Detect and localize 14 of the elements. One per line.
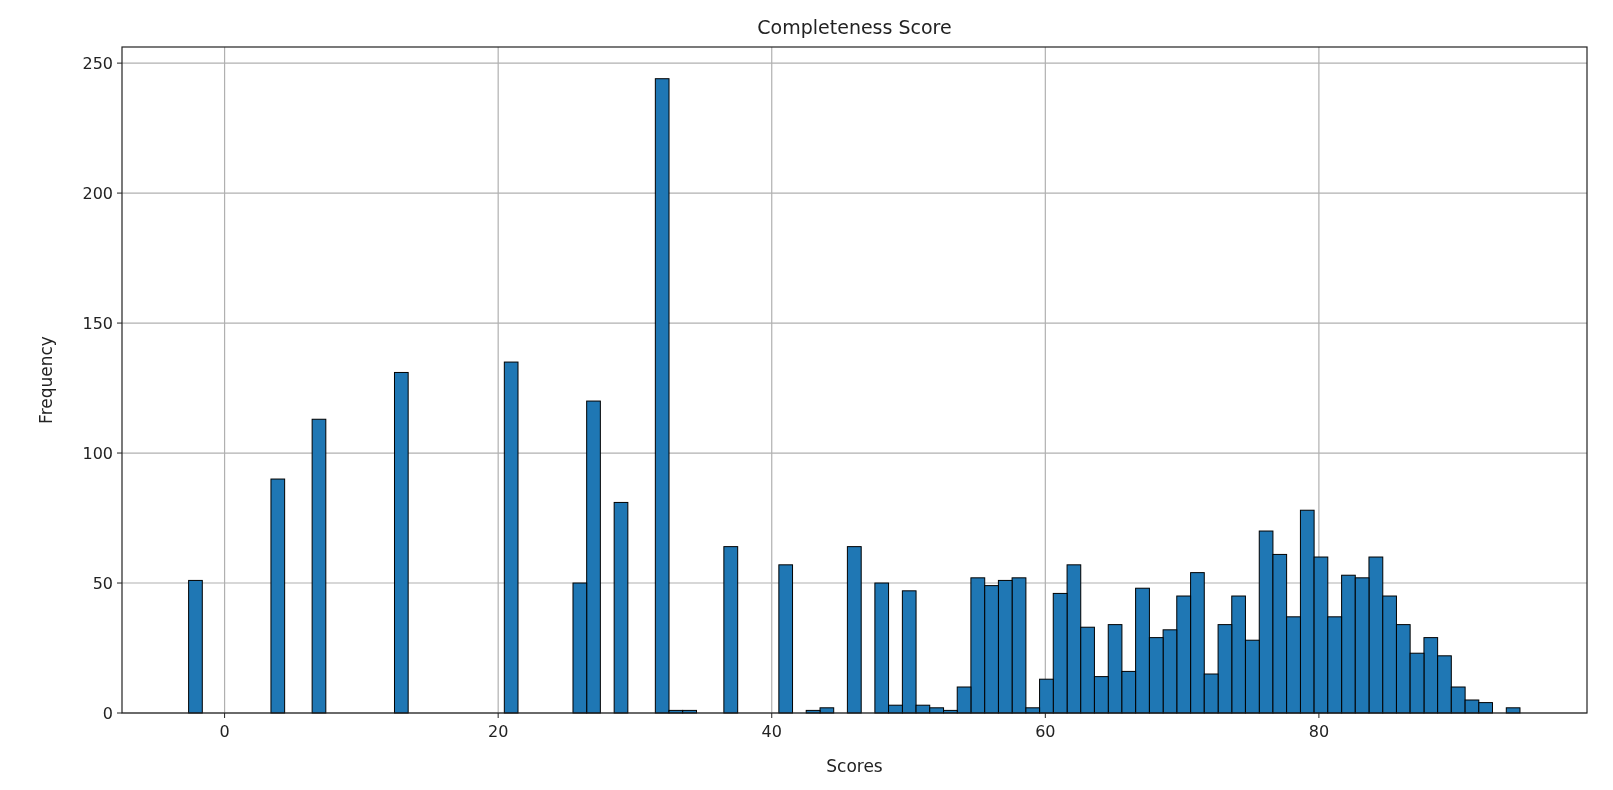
y-tick-label: 100 <box>82 444 113 464</box>
y-tick-label: 50 <box>92 574 113 594</box>
y-axis-title: Frequency <box>36 336 56 424</box>
x-tick-label: 0 <box>219 722 230 741</box>
x-tick-label: 20 <box>487 722 509 741</box>
x-tick-label: 60 <box>1035 722 1056 741</box>
x-axis-title: Scores <box>826 756 883 776</box>
y-tick-label: 0 <box>102 704 113 723</box>
x-tick-label: 80 <box>1308 722 1330 741</box>
y-tick-label: 150 <box>82 314 113 334</box>
y-tick-label: 250 <box>82 54 113 74</box>
y-tick-label: 200 <box>82 184 113 204</box>
chart-title: Completeness Score <box>757 16 952 38</box>
x-tick-label: 40 <box>761 722 782 741</box>
